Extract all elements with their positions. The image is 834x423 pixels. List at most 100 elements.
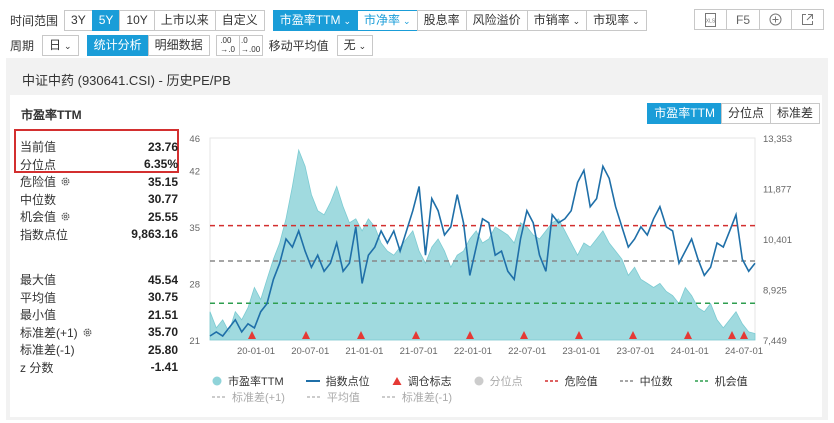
stats-top: 当前值 23.76 分位点 6.35% 危险值 35.15 中位数 30.77 机会值 2… [20, 138, 178, 243]
legend-pe[interactable]: 市盈率TTM [212, 373, 284, 389]
triangle-swatch-icon [392, 377, 402, 385]
metric-label: 股息率 [423, 12, 460, 27]
stat-label-wrap: 危险值 [20, 173, 71, 190]
open-external-icon[interactable] [791, 10, 823, 29]
stat-min: 最小值 21.51 [20, 306, 178, 324]
increase-decimal-icon: .0 →.00 [241, 36, 261, 54]
period-label: 周期 [10, 38, 35, 53]
moving-average-value: 无 [343, 37, 356, 52]
stat-label: 危险值 [20, 175, 57, 190]
stat-value: 30.75 [147, 290, 178, 305]
toolbar-row-period: 周期 日 ⌄ 统计分析 明细数据 .00 →.0 .0 →.00 移动平均值 无 ⌄ [10, 34, 374, 56]
legend-index[interactable]: 指数点位 [305, 373, 370, 389]
chevron-down-icon: ⌄ [632, 15, 640, 26]
stat-label: 指数点位 [20, 227, 69, 242]
chevron-down-icon: ⌄ [358, 40, 367, 51]
metric-button[interactable]: 股息率 [416, 9, 467, 31]
metric-button[interactable]: 市销率 ⌄ [526, 9, 588, 31]
line-swatch-icon [305, 380, 320, 382]
stat-max: 最大值 45.54 [20, 271, 178, 289]
decrease-decimal-icon: .00 →.0 [220, 36, 235, 54]
range-button[interactable]: 10Y [119, 9, 155, 31]
circle-swatch-icon [212, 376, 222, 386]
legend-median[interactable]: 中位数 [619, 373, 673, 389]
chevron-down-icon: ⌄ [343, 15, 351, 26]
metric-button[interactable]: 市净率 ⌄ [357, 9, 418, 31]
toolbar-row-range: 时间范围 3Y 5Y 10Y 上市以来 自定义 市盈率TTM ⌄ 市净率 ⌄ 股息率 风险溢价 市销… [10, 9, 647, 31]
legend-chance[interactable]: 机会值 [694, 373, 748, 389]
add-circle-icon[interactable] [759, 10, 791, 29]
segment-pe-ttm[interactable]: 市盈率TTM [647, 103, 722, 124]
dash-swatch-icon [381, 396, 396, 398]
stat-label: 最大值 [20, 273, 57, 288]
legend-rebalance[interactable]: 调仓标志 [392, 373, 452, 389]
metric-label: 市销率 [533, 12, 570, 27]
excel-export-icon[interactable]: XLS [695, 10, 726, 29]
dash-swatch-icon [544, 380, 559, 382]
legend-label: 危险值 [564, 376, 598, 388]
range-button[interactable]: 5Y [91, 9, 121, 31]
stats-bottom: 最大值 45.54 平均值 30.75 最小值 21.51 标准差(+1) 35.70 … [20, 271, 178, 376]
stat-label: 标准差(-1) [20, 343, 75, 358]
range-button[interactable]: 3Y [64, 9, 93, 31]
gear-icon[interactable] [82, 327, 93, 338]
metric-button[interactable]: 市现率 ⌄ [586, 9, 647, 31]
stat-current: 当前值 23.76 [20, 138, 178, 156]
legend-label: 标准差(-1) [401, 392, 452, 404]
metric-button[interactable]: 市盈率TTM ⌄ [272, 9, 358, 31]
stat-label: z 分数 [20, 360, 54, 375]
refresh-f5-button[interactable]: F5 [725, 10, 759, 29]
legend-sd-minus[interactable]: 标准差(-1) [381, 389, 452, 405]
range-button[interactable]: 自定义 [214, 9, 265, 31]
chevron-down-icon: ⌄ [572, 15, 581, 26]
metric-label: 市现率 [593, 12, 630, 27]
stat-value: 35.70 [147, 325, 178, 340]
stat-label: 机会值 [20, 210, 57, 225]
stat-danger: 危险值 35.15 [20, 173, 178, 191]
metric-button-group: 市盈率TTM ⌄ 市净率 ⌄ 股息率 风险溢价 市销率 ⌄ 市现率 ⌄ [272, 9, 647, 31]
range-button[interactable]: 上市以来 [153, 9, 216, 31]
gear-icon[interactable] [60, 211, 71, 222]
moving-average-select[interactable]: 无 ⌄ [336, 34, 374, 56]
period-select[interactable]: 日 ⌄ [42, 34, 79, 56]
dash-swatch-icon [306, 396, 321, 398]
stat-value: 35.15 [147, 174, 178, 189]
legend-label: 标准差(+1) [232, 392, 285, 404]
metric-button[interactable]: 风险溢价 [465, 9, 528, 31]
view-segment-group: 市盈率TTM 分位点 标准差 [647, 103, 820, 124]
segment-percentile[interactable]: 分位点 [720, 103, 771, 124]
stat-label: 分位点 [20, 157, 57, 172]
export-icon-group: XLS F5 [693, 9, 824, 30]
legend-percentile[interactable]: 分位点 [474, 373, 523, 389]
stat-label: 中位数 [20, 192, 57, 207]
stat-value: 45.54 [147, 272, 178, 287]
legend-danger[interactable]: 危险值 [544, 373, 598, 389]
increase-decimal-button[interactable]: .0 →.00 [238, 34, 263, 56]
legend-row: 标准差(+1) 平均值 标准差(-1) [212, 389, 770, 405]
stat-label: 最小值 [20, 308, 57, 323]
card-title: 市盈率TTM [21, 108, 82, 122]
legend-label: 市盈率TTM [228, 376, 284, 388]
stat-value: 30.77 [147, 192, 178, 207]
legend-avg[interactable]: 平均值 [306, 389, 360, 405]
stat-sd-minus: 标准差(-1) 25.80 [20, 341, 178, 359]
moving-average-label: 移动平均值 [268, 38, 329, 53]
stat-percentile: 分位点 6.35% [20, 156, 178, 174]
gear-icon[interactable] [60, 176, 71, 187]
stat-label-wrap: 标准差(+1) [20, 324, 93, 341]
stat-value: 6.35% [143, 157, 178, 172]
decrease-decimal-button[interactable]: .00 →.0 [215, 34, 240, 56]
legend-label: 平均值 [326, 392, 360, 404]
segment-std-dev[interactable]: 标准差 [769, 103, 820, 124]
chevron-down-icon: ⌄ [403, 15, 411, 26]
stat-analysis-tab[interactable]: 统计分析 [86, 34, 149, 56]
stat-label-wrap: 机会值 [20, 208, 71, 225]
legend-sd-plus[interactable]: 标准差(+1) [212, 389, 285, 405]
stat-value: 9,863.16 [131, 227, 178, 242]
detail-data-tab[interactable]: 明细数据 [147, 34, 210, 56]
period-value: 日 [49, 37, 62, 52]
svg-text:XLS: XLS [706, 18, 716, 24]
legend-label: 分位点 [489, 376, 523, 388]
stat-sd-plus: 标准差(+1) 35.70 [20, 324, 178, 342]
range-button-group: 3Y 5Y 10Y 上市以来 自定义 [64, 9, 265, 31]
